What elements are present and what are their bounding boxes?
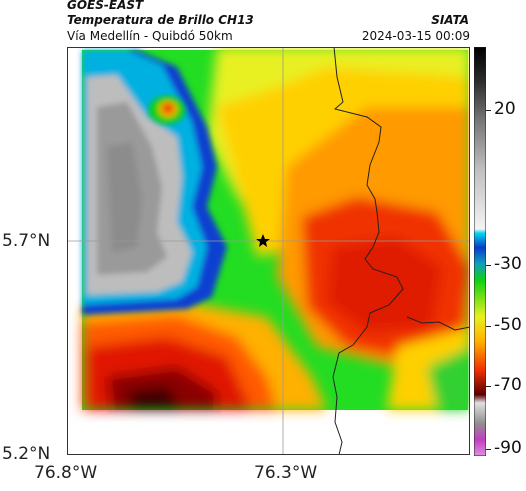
timestamp: 2024-03-15 00:09 [361,29,470,43]
boundary-line [332,47,404,455]
lat-label-5-2: 5.2°N [2,444,51,464]
brightness-temperature-map [67,47,470,455]
temperature-field [82,47,470,410]
org-name: SIATA [431,13,469,27]
lat-label-5-7: 5.7°N [2,231,51,251]
lon-label-76-8: 76.8°W [34,463,98,483]
colorbar-tick-minus50: -50 [494,315,522,335]
product-title: Temperatura de Brillo CH13 [67,13,254,27]
colorbar-tick-minus90: -90 [494,438,522,458]
satellite-name: GOES-EAST [67,0,144,12]
colorbar-tick-minus70: -70 [494,375,522,395]
lon-label-76-3: 76.3°W [254,463,318,483]
route-subtitle: Vía Medellín - Quibdó 50km [67,29,233,43]
graticule [67,47,470,455]
colorbar [474,47,486,456]
colorbar-tick-minus30: -30 [494,254,522,274]
colorbar-tick-20: 20 [494,99,516,119]
star-icon [256,234,270,247]
